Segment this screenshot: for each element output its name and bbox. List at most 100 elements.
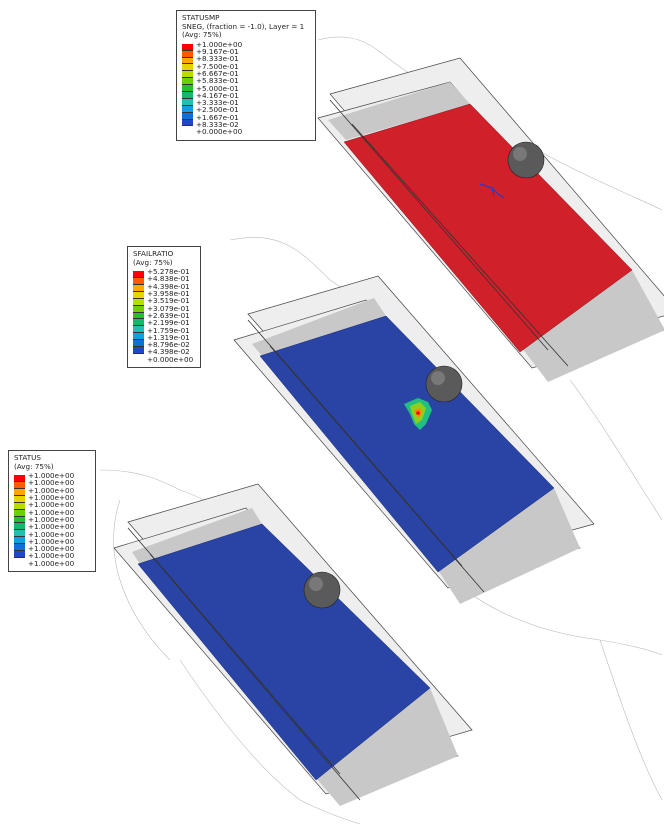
bottom-impactor-highlight [309, 577, 323, 591]
legend-color-swatch [133, 271, 144, 279]
legend-value: +7.500e-01 [196, 61, 239, 71]
legend-color-scale: +5.278e-01 +4.838e-01 +4.398e-01 +3.958e… [133, 268, 194, 363]
legend-value: +1.000e+00 [28, 471, 75, 481]
legend-color-swatch [14, 475, 25, 483]
legend-value: +5.833e-01 [196, 76, 239, 86]
legend-value: +0.000e+00 [196, 127, 243, 137]
bottom-grey-band-lower [316, 688, 458, 806]
legend-value: +1.000e+00 [28, 507, 75, 517]
legend-value: +1.000e+00 [28, 493, 75, 503]
legend-color-swatch [14, 523, 25, 531]
legend-color-swatch [133, 326, 144, 334]
legend-color-swatch [14, 537, 25, 545]
legend-color-swatch [14, 488, 25, 496]
legend-status: STATUS (Avg: 75%) +1.000e+00 +1.000e+00 … [8, 450, 96, 573]
legend-title-line: SNEG, (fraction = -1.0), Layer = 1 [182, 21, 305, 31]
top-red-region[interactable] [343, 103, 633, 353]
bottom-impactor-sphere [303, 571, 341, 609]
legend-color-bar [182, 43, 193, 127]
legend-value: +6.667e-01 [196, 68, 239, 78]
legend-color-swatch [182, 71, 193, 79]
legend-value: +1.000e+00 [28, 536, 75, 546]
legend-value: +5.000e-01 [196, 83, 239, 93]
legend-title-line: (Avg: 75%) [14, 461, 54, 471]
legend-color-swatch [182, 64, 193, 72]
legend-value: +8.796e-02 [147, 340, 190, 350]
legend-color-swatch [182, 112, 193, 120]
middle-grey-band-upper [252, 298, 386, 356]
middle-blue-region[interactable] [259, 315, 555, 573]
bottom-laminate-model [113, 483, 473, 806]
legend-value: +4.398e-02 [147, 347, 190, 357]
legend-value: +4.398e-01 [147, 281, 190, 291]
legend-value: +4.838e-01 [147, 274, 190, 284]
legend-value: +3.519e-01 [147, 296, 190, 306]
legend-value: +2.199e-01 [147, 318, 190, 328]
legend-color-swatch [133, 333, 144, 341]
top-stiffener-line-b [351, 123, 569, 367]
legend-color-scale: +1.000e+00 +1.000e+00 +1.000e+00 +1.000e… [14, 472, 89, 567]
legend-color-swatch [133, 319, 144, 327]
legend-sfailratio: SFAILRATIO (Avg: 75%) +5.278e-01 +4.838e… [127, 246, 201, 369]
legend-color-swatch [182, 92, 193, 99]
legend-color-swatch [182, 105, 193, 113]
legend-title-line: (Avg: 75%) [133, 257, 173, 267]
legend-value: +0.000e+00 [147, 354, 194, 364]
legend-value: +5.278e-01 [147, 267, 190, 277]
legend-value: +1.000e+00 [28, 558, 75, 568]
legend-color-swatch [133, 340, 144, 347]
legend-color-swatch [182, 43, 193, 51]
legend-color-swatch [133, 298, 144, 306]
middle-impactor-highlight [431, 371, 445, 385]
middle-laminate-model [233, 275, 595, 604]
legend-color-swatch [133, 346, 144, 354]
top-grey-band-upper [328, 82, 470, 140]
top-damage-mark [479, 183, 505, 199]
legend-value: +1.000e+00 [196, 39, 243, 49]
legend-title-line: (Avg: 75%) [182, 30, 222, 40]
legend-value: +2.639e-01 [147, 310, 190, 320]
legend-value: +1.759e-01 [147, 325, 190, 335]
middle-impactor-sphere [425, 365, 463, 403]
legend-color-swatch [182, 57, 193, 65]
legend-color-swatch [14, 550, 25, 558]
legend-color-swatch [182, 50, 193, 58]
legend-value: +8.333e-02 [196, 120, 239, 130]
legend-value: +1.000e+00 [28, 500, 75, 510]
top-impactor-sphere [507, 141, 545, 179]
legend-value: +1.000e+00 [28, 544, 75, 554]
legend-color-swatch [182, 98, 193, 106]
legend-color-swatch [182, 119, 193, 127]
middle-stiffener-line-a [247, 319, 463, 567]
legend-value: +3.079e-01 [147, 303, 190, 313]
bottom-blue-region[interactable] [137, 523, 431, 781]
middle-grey-band-lower [438, 488, 580, 604]
legend-color-swatch [133, 305, 144, 313]
legend-value: +8.333e-01 [196, 54, 239, 64]
legend-color-swatch [133, 284, 144, 292]
bottom-grey-band-upper [132, 508, 262, 564]
legend-value: +1.000e+00 [28, 514, 75, 524]
top-stiffener-line-a [329, 99, 549, 351]
legend-color-swatch [182, 85, 193, 93]
legend-title-line: STATUSMP [182, 13, 220, 22]
legend-value: +1.000e+00 [28, 485, 75, 495]
top-laminate-model [317, 57, 664, 382]
legend-value: +1.000e+00 [28, 522, 75, 532]
legend-color-swatch [14, 544, 25, 551]
legend-color-swatch [182, 78, 193, 86]
legend-value: +1.000e+00 [28, 529, 75, 539]
legend-value: +1.667e-01 [196, 112, 239, 122]
bottom-stiffener-line-b [149, 553, 361, 801]
legend-value: +4.167e-01 [196, 90, 239, 100]
legend-color-swatch [14, 509, 25, 517]
legend-title-line: SFAILRATIO [133, 249, 174, 258]
middle-stiffener-line-b [269, 345, 485, 593]
legend-color-swatch [133, 312, 144, 320]
legend-color-swatch [14, 516, 25, 524]
legend-value: +9.167e-01 [196, 47, 239, 57]
legend-value: +1.319e-01 [147, 332, 190, 342]
legend-color-bar [133, 271, 144, 354]
bottom-stiffener-line-a [127, 527, 341, 775]
